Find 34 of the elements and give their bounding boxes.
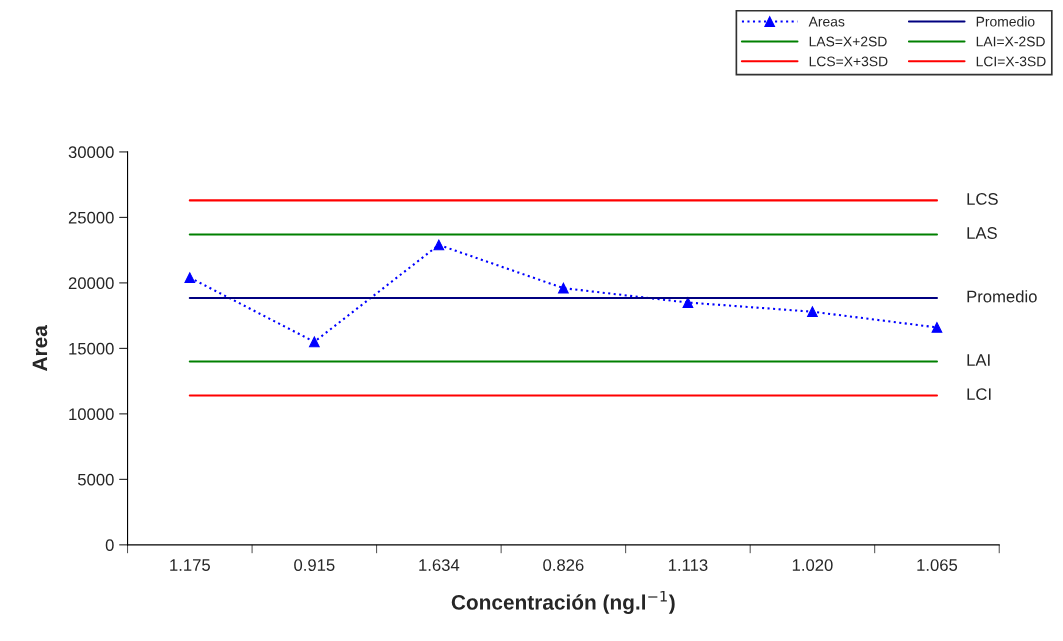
y-axis-title: Area [32, 325, 48, 372]
x-tick-label: 1.634 [419, 559, 460, 571]
legend-label: LAI=X-2SD [976, 36, 1045, 47]
legend-label: LAS=X+2SD [809, 36, 887, 47]
x-tick-label: 1.020 [792, 559, 833, 571]
legend-label: LCI=X-3SD [976, 56, 1046, 67]
point [931, 322, 943, 333]
legend-label: Areas [808, 16, 845, 27]
annotation: LAI [967, 354, 990, 366]
x-tick-label: 0.826 [543, 559, 584, 571]
point [558, 282, 569, 294]
y-tick-label: 30000 [68, 146, 114, 159]
legend-label: Promedio [976, 16, 1035, 27]
y-tick-label: 15000 [69, 342, 114, 355]
annotation: LCS [967, 193, 998, 205]
y-tick-label: 0 [105, 539, 114, 552]
point [807, 306, 818, 318]
y-tick-label: 20000 [68, 277, 114, 290]
y-tick-label: 25000 [68, 211, 114, 224]
x-tick-label: 1.065 [917, 559, 958, 571]
legend-label: LCS=X+3SD [809, 56, 888, 67]
x-tick-label: 0.915 [294, 559, 335, 571]
point [433, 239, 445, 251]
x-tick-label: 1.113 [668, 559, 708, 571]
point [184, 272, 196, 284]
point [308, 336, 320, 348]
annotation: Promedio [967, 290, 1037, 303]
y-tick-label: 5000 [77, 473, 114, 486]
y-tick-label: 10000 [69, 408, 114, 421]
annotation: LAS [967, 227, 997, 239]
point [682, 297, 694, 308]
annotation: LCI [967, 388, 991, 401]
x-axis-title: Concentración (ng.l$^{−1}$) [451, 590, 675, 614]
x-tick-label: 1.175 [170, 559, 210, 571]
